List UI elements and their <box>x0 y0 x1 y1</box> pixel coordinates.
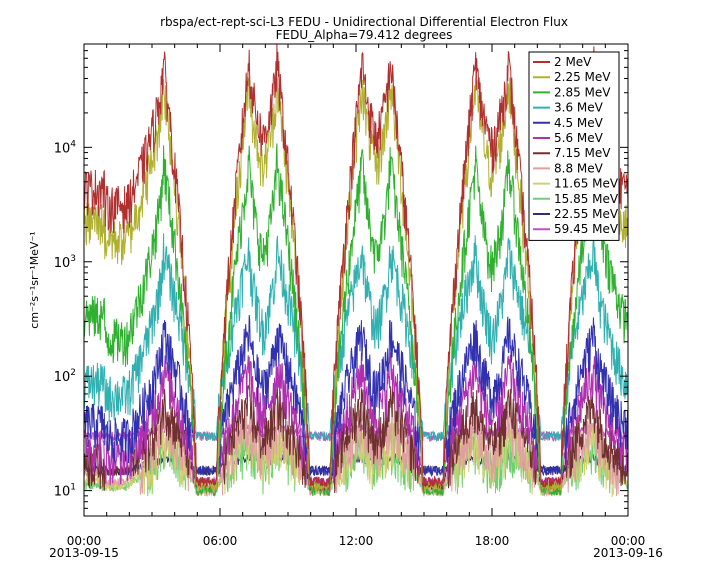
y-tick-label: 103 <box>54 254 76 271</box>
series-line <box>84 352 628 489</box>
x-tick-label: 00:00 <box>67 534 102 548</box>
y-tick-label: 104 <box>54 139 77 156</box>
legend-entry: 2 MeV <box>554 55 592 69</box>
chart-subtitle: FEDU_Alpha=79.412 degrees <box>276 28 453 42</box>
x-tick-label: 00:00 <box>611 534 646 548</box>
legend-entry: 3.6 MeV <box>554 101 604 115</box>
legend-entry: 59.45 MeV <box>554 222 619 236</box>
y-tick-label: 101 <box>54 483 76 500</box>
legend-entry: 11.65 MeV <box>554 177 619 191</box>
chart-title: rbspa/ect-rept-sci-L3 FEDU - Unidirectio… <box>160 15 568 29</box>
legend-entry: 2.25 MeV <box>554 70 611 84</box>
y-tick-label: 102 <box>54 368 76 385</box>
x-tick-date: 2013-09-15 <box>49 546 119 560</box>
x-tick-label: 06:00 <box>203 534 238 548</box>
x-tick-date: 2013-09-16 <box>593 546 663 560</box>
legend-entry: 15.85 MeV <box>554 192 619 206</box>
legend-box <box>528 51 620 241</box>
series-layer <box>84 44 628 498</box>
y-axis: 101 102 103 104 <box>54 43 628 517</box>
x-tick-label: 12:00 <box>339 534 374 548</box>
legend-entry: 7.15 MeV <box>554 146 611 160</box>
legend-entry: 8.8 MeV <box>554 161 604 175</box>
legend-entry: 4.5 MeV <box>554 116 604 130</box>
x-tick-label: 18:00 <box>475 534 510 548</box>
series-line <box>84 143 628 498</box>
series-line <box>84 44 628 489</box>
y-axis-label: cm⁻²s⁻¹sr⁻¹MeV⁻¹ <box>28 231 41 328</box>
legend-entry: 22.55 MeV <box>554 207 619 221</box>
series-line <box>84 315 628 477</box>
legend-entry: 2.85 MeV <box>554 85 611 99</box>
legend-entry: 5.6 MeV <box>554 131 604 145</box>
